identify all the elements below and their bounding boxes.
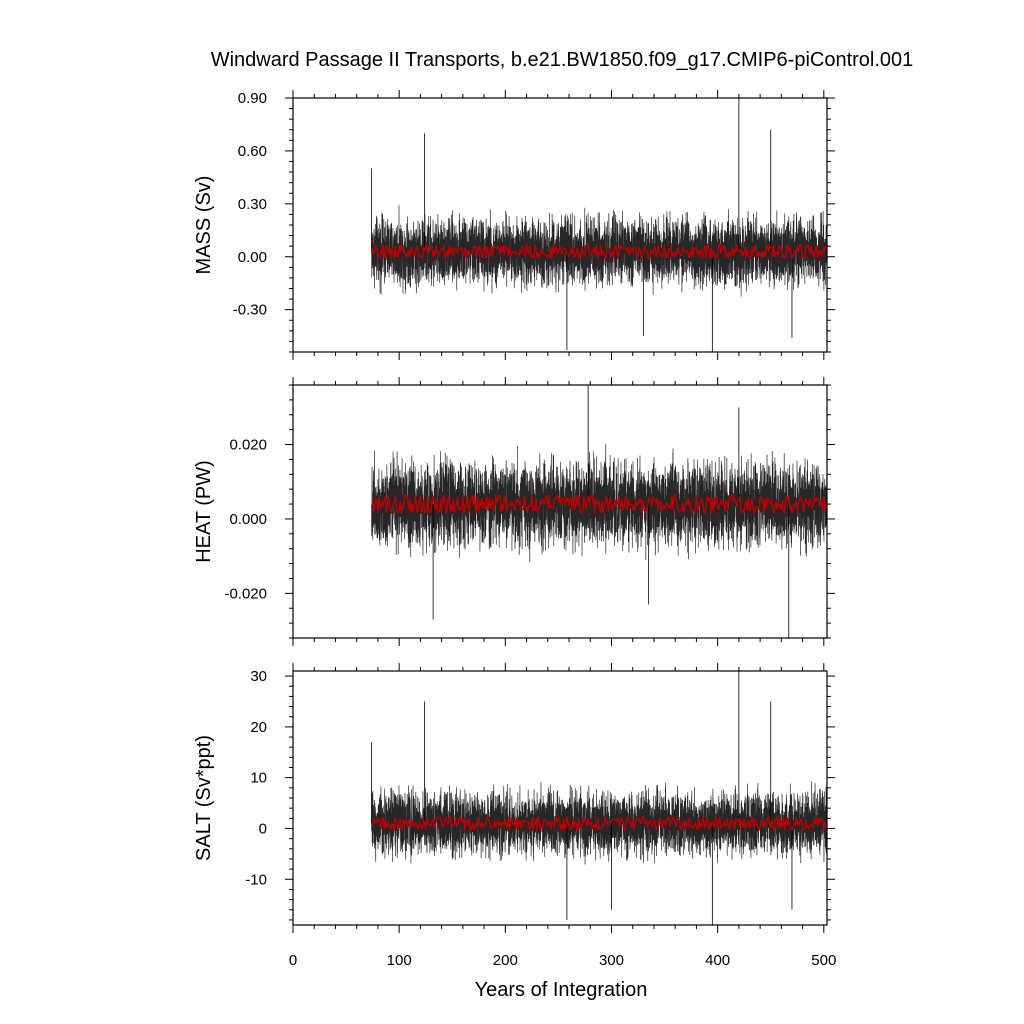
annual-mean-series (370, 242, 827, 261)
x-tick-label: 200 (493, 952, 518, 969)
panels: -0.30 0.00 0.30 0.60 0.90 MASS (Sv) -0.020 0.00… (193, 90, 836, 969)
y-tick-label: 0.000 (229, 511, 267, 528)
y-tick-label: -0.30 (233, 302, 267, 319)
y-tick-label: 20 (250, 719, 267, 736)
y-tick-label: 0 (259, 820, 267, 837)
y-tick-label: 0.30 (238, 196, 267, 213)
y-tick-label: 0.60 (238, 143, 267, 160)
monthly-series (371, 781, 827, 865)
y-axis-label: MASS (Sv) (193, 176, 215, 275)
annual-mean-series (370, 814, 827, 832)
y-tick-label: 10 (250, 770, 267, 787)
panel-3: -10 0 10 20 30 SALT (Sv*ppt) 0 100 200 300 400 500 (193, 663, 836, 969)
x-axis-label: Years of Integration (475, 979, 648, 1001)
x-tick-label: 300 (599, 952, 624, 969)
plot-frame (292, 97, 828, 353)
panel-1: -0.30 0.00 0.30 0.60 0.90 MASS (Sv) (193, 90, 835, 360)
y-tick-label: 30 (250, 668, 267, 685)
x-tick-label: 400 (705, 952, 730, 969)
x-tick-label: 500 (811, 952, 836, 969)
chart-title: Windward Passage II Transports, b.e21.BW… (211, 49, 914, 71)
x-tick-label: 100 (387, 952, 412, 969)
y-tick-label: -0.020 (224, 585, 267, 602)
plot-frame (292, 384, 828, 639)
x-tick-label: 0 (289, 952, 297, 969)
y-tick-label: -10 (245, 871, 267, 888)
y-axis-label: SALT (Sv*ppt) (193, 735, 215, 861)
y-axis-label: HEAT (PW) (193, 460, 215, 563)
y-tick-label: 0.020 (229, 437, 267, 454)
panel-2: -0.020 0.000 0.020 HEAT (PW) (193, 377, 835, 646)
y-tick-label: 0.90 (238, 90, 267, 107)
y-tick-label: 0.00 (238, 249, 267, 266)
annual-mean-series (370, 493, 827, 516)
